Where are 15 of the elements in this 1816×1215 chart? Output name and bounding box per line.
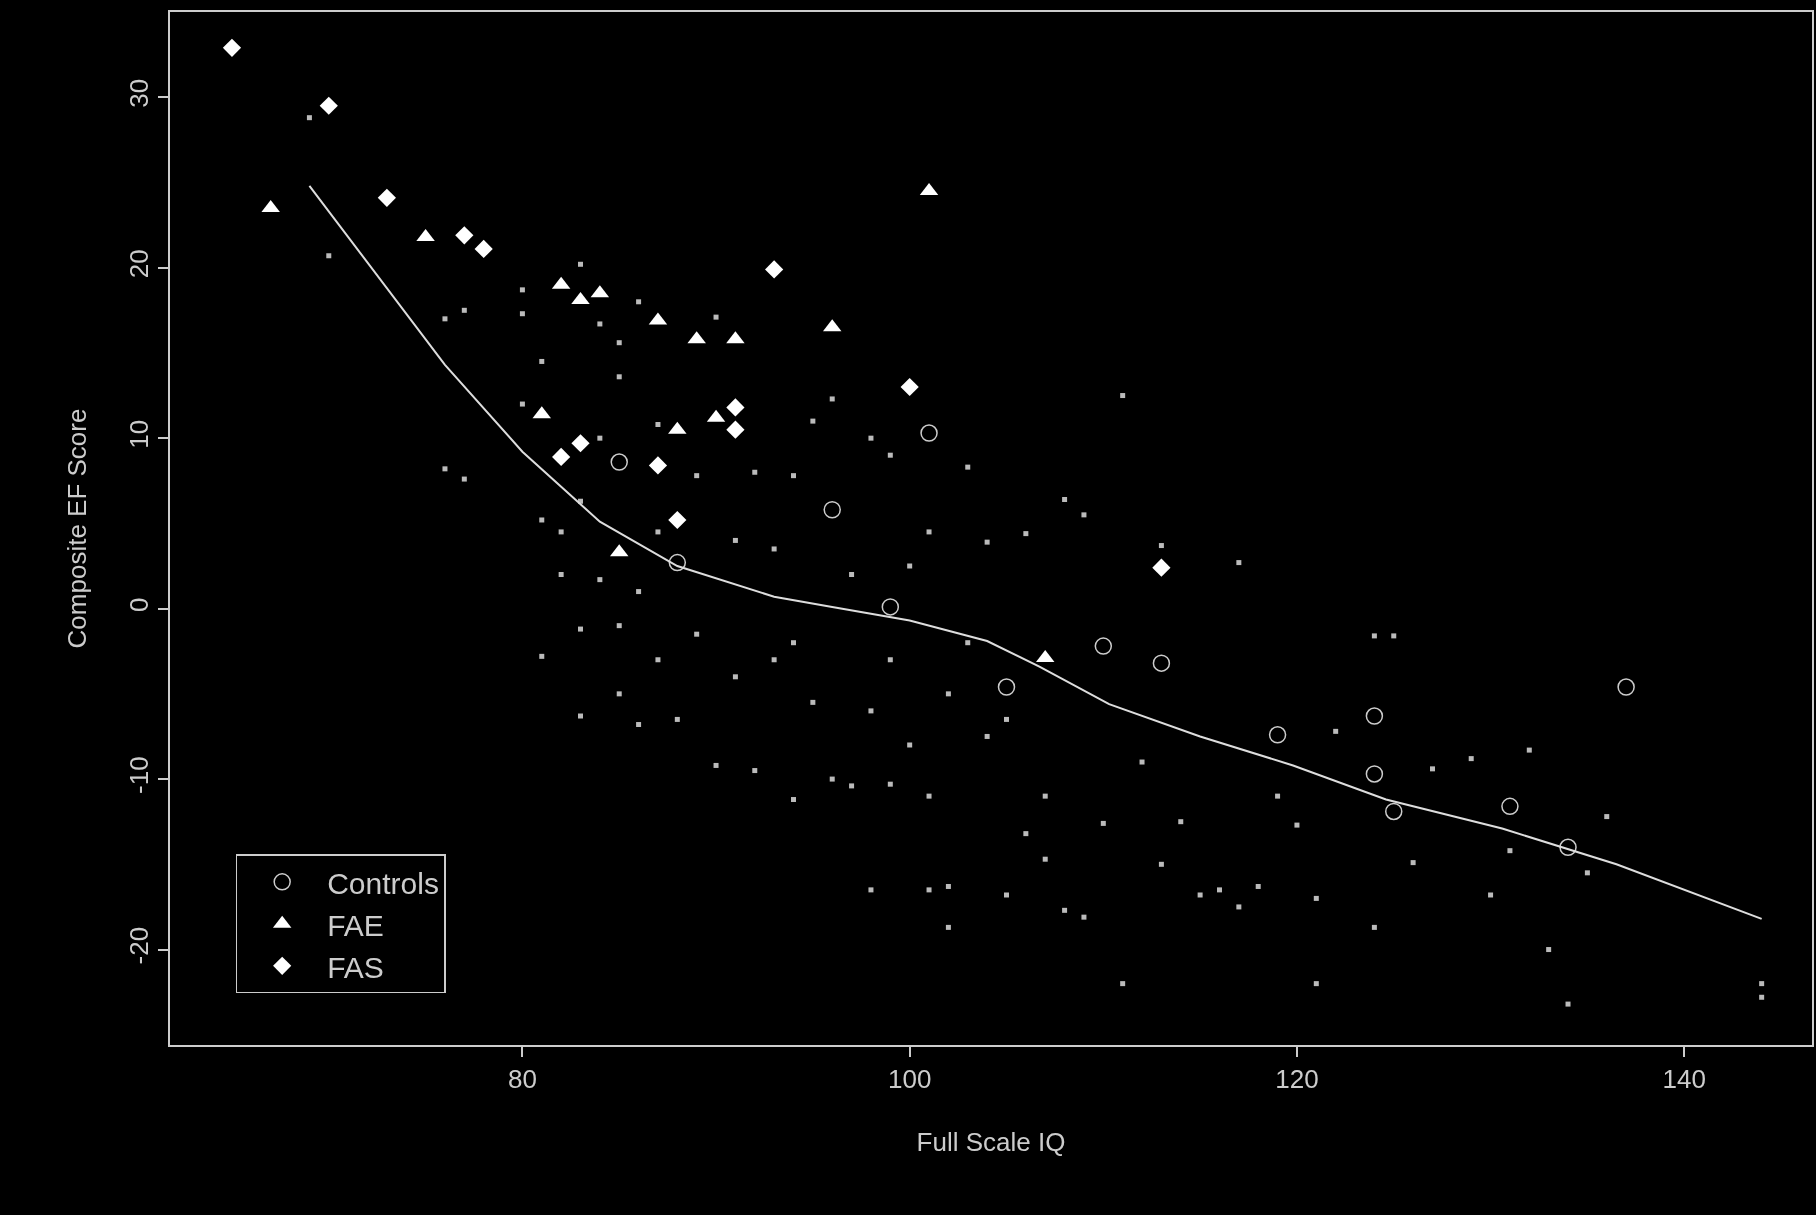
- y-tick-label: 10: [123, 419, 154, 449]
- legend-label: FAE: [327, 908, 384, 942]
- x-tick-label: 100: [887, 1063, 932, 1094]
- y-tick-label: 30: [123, 78, 154, 108]
- y-axis-title: Composite EF Score: [61, 408, 92, 649]
- legend-label: Controls: [327, 866, 439, 900]
- x-axis-title: Full Scale IQ: [916, 1127, 1066, 1158]
- y-tick-label: 0: [123, 597, 154, 612]
- y-tick-label: -20: [123, 926, 154, 965]
- x-tick-label: 140: [1662, 1063, 1706, 1094]
- legend-label: FAS: [327, 950, 384, 984]
- x-tick-label: 80: [507, 1063, 537, 1094]
- y-tick-label: -10: [123, 756, 154, 794]
- y-tick-label: 20: [123, 249, 154, 279]
- x-tick-label: 120: [1275, 1063, 1319, 1094]
